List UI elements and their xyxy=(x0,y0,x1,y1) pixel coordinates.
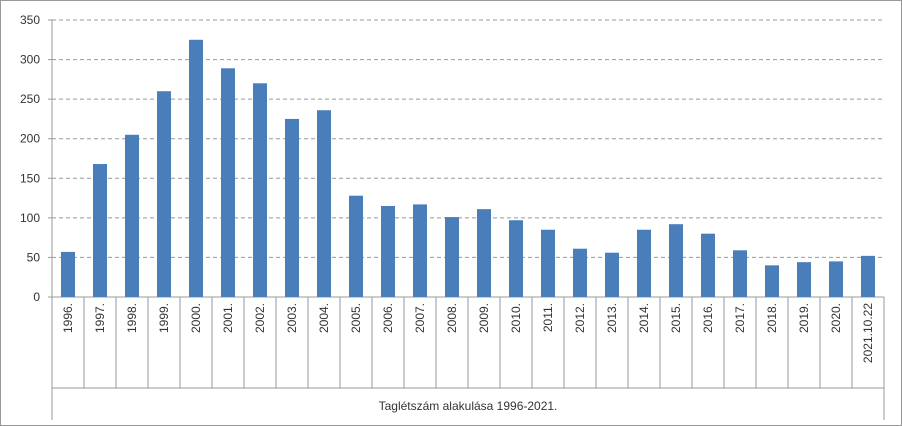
bar xyxy=(861,255,875,297)
bar xyxy=(381,205,395,297)
x-tick-label: 2021.10.22 xyxy=(861,303,875,363)
x-tick-label: 2016. xyxy=(701,303,715,333)
x-tick-label: 2015. xyxy=(669,303,683,333)
x-tick-label: 2014. xyxy=(637,303,651,333)
bar xyxy=(221,68,235,297)
bar xyxy=(445,217,459,297)
x-tick-label: 2003. xyxy=(285,303,299,333)
x-tick-label: 2011. xyxy=(541,303,555,332)
bar xyxy=(509,220,523,297)
bar xyxy=(637,229,651,297)
bar xyxy=(285,118,299,297)
bar xyxy=(61,251,75,297)
bar xyxy=(189,39,203,298)
bar xyxy=(797,262,811,297)
y-tick-label: 50 xyxy=(27,250,41,264)
x-tick-label: 1999. xyxy=(157,303,171,333)
bar xyxy=(93,164,107,297)
bar xyxy=(413,204,427,297)
x-tick-label: 1998. xyxy=(125,303,139,333)
x-tick-label: 2012. xyxy=(573,303,587,333)
bar xyxy=(317,110,331,297)
y-tick-label: 150 xyxy=(20,171,40,185)
x-tick-label: 2009. xyxy=(477,303,491,333)
x-tick-label: 2001. xyxy=(221,303,235,333)
x-axis-title: Taglétszám alakulása 1996-2021. xyxy=(379,399,558,413)
bar xyxy=(253,83,267,297)
bar xyxy=(573,248,587,297)
bar xyxy=(733,250,747,297)
y-tick-label: 0 xyxy=(33,290,40,304)
bar xyxy=(765,265,779,297)
bar xyxy=(701,233,715,297)
x-tick-label: 2018. xyxy=(765,303,779,333)
x-tick-label: 2005. xyxy=(349,303,363,333)
x-tick-label: 2010. xyxy=(509,303,523,333)
bar xyxy=(605,252,619,297)
y-tick-label: 100 xyxy=(20,211,40,225)
x-tick-label: 2020. xyxy=(829,303,843,333)
x-tick-label: 2013. xyxy=(605,303,619,333)
bar xyxy=(669,224,683,297)
y-tick-label: 300 xyxy=(20,53,40,67)
bar xyxy=(125,134,139,297)
bar xyxy=(157,91,171,297)
bar xyxy=(349,195,363,297)
bar xyxy=(829,261,843,297)
x-tick-label: 2004. xyxy=(317,303,331,333)
y-tick-label: 350 xyxy=(20,13,40,27)
x-tick-label: 2017. xyxy=(733,303,747,333)
x-tick-label: 2007. xyxy=(413,303,427,333)
x-tick-label: 2019. xyxy=(797,303,811,333)
x-tick-label: 2008. xyxy=(445,303,459,333)
y-tick-label: 250 xyxy=(20,92,40,106)
x-tick-label: 1996. xyxy=(61,303,75,333)
x-tick-label: 2002. xyxy=(253,303,267,333)
x-tick-label: 2000. xyxy=(189,303,203,333)
y-tick-label: 200 xyxy=(20,132,40,146)
bar xyxy=(477,209,491,297)
x-tick-label: 2006. xyxy=(381,303,395,333)
x-tick-label: 1997. xyxy=(93,303,107,333)
bar xyxy=(541,229,555,297)
